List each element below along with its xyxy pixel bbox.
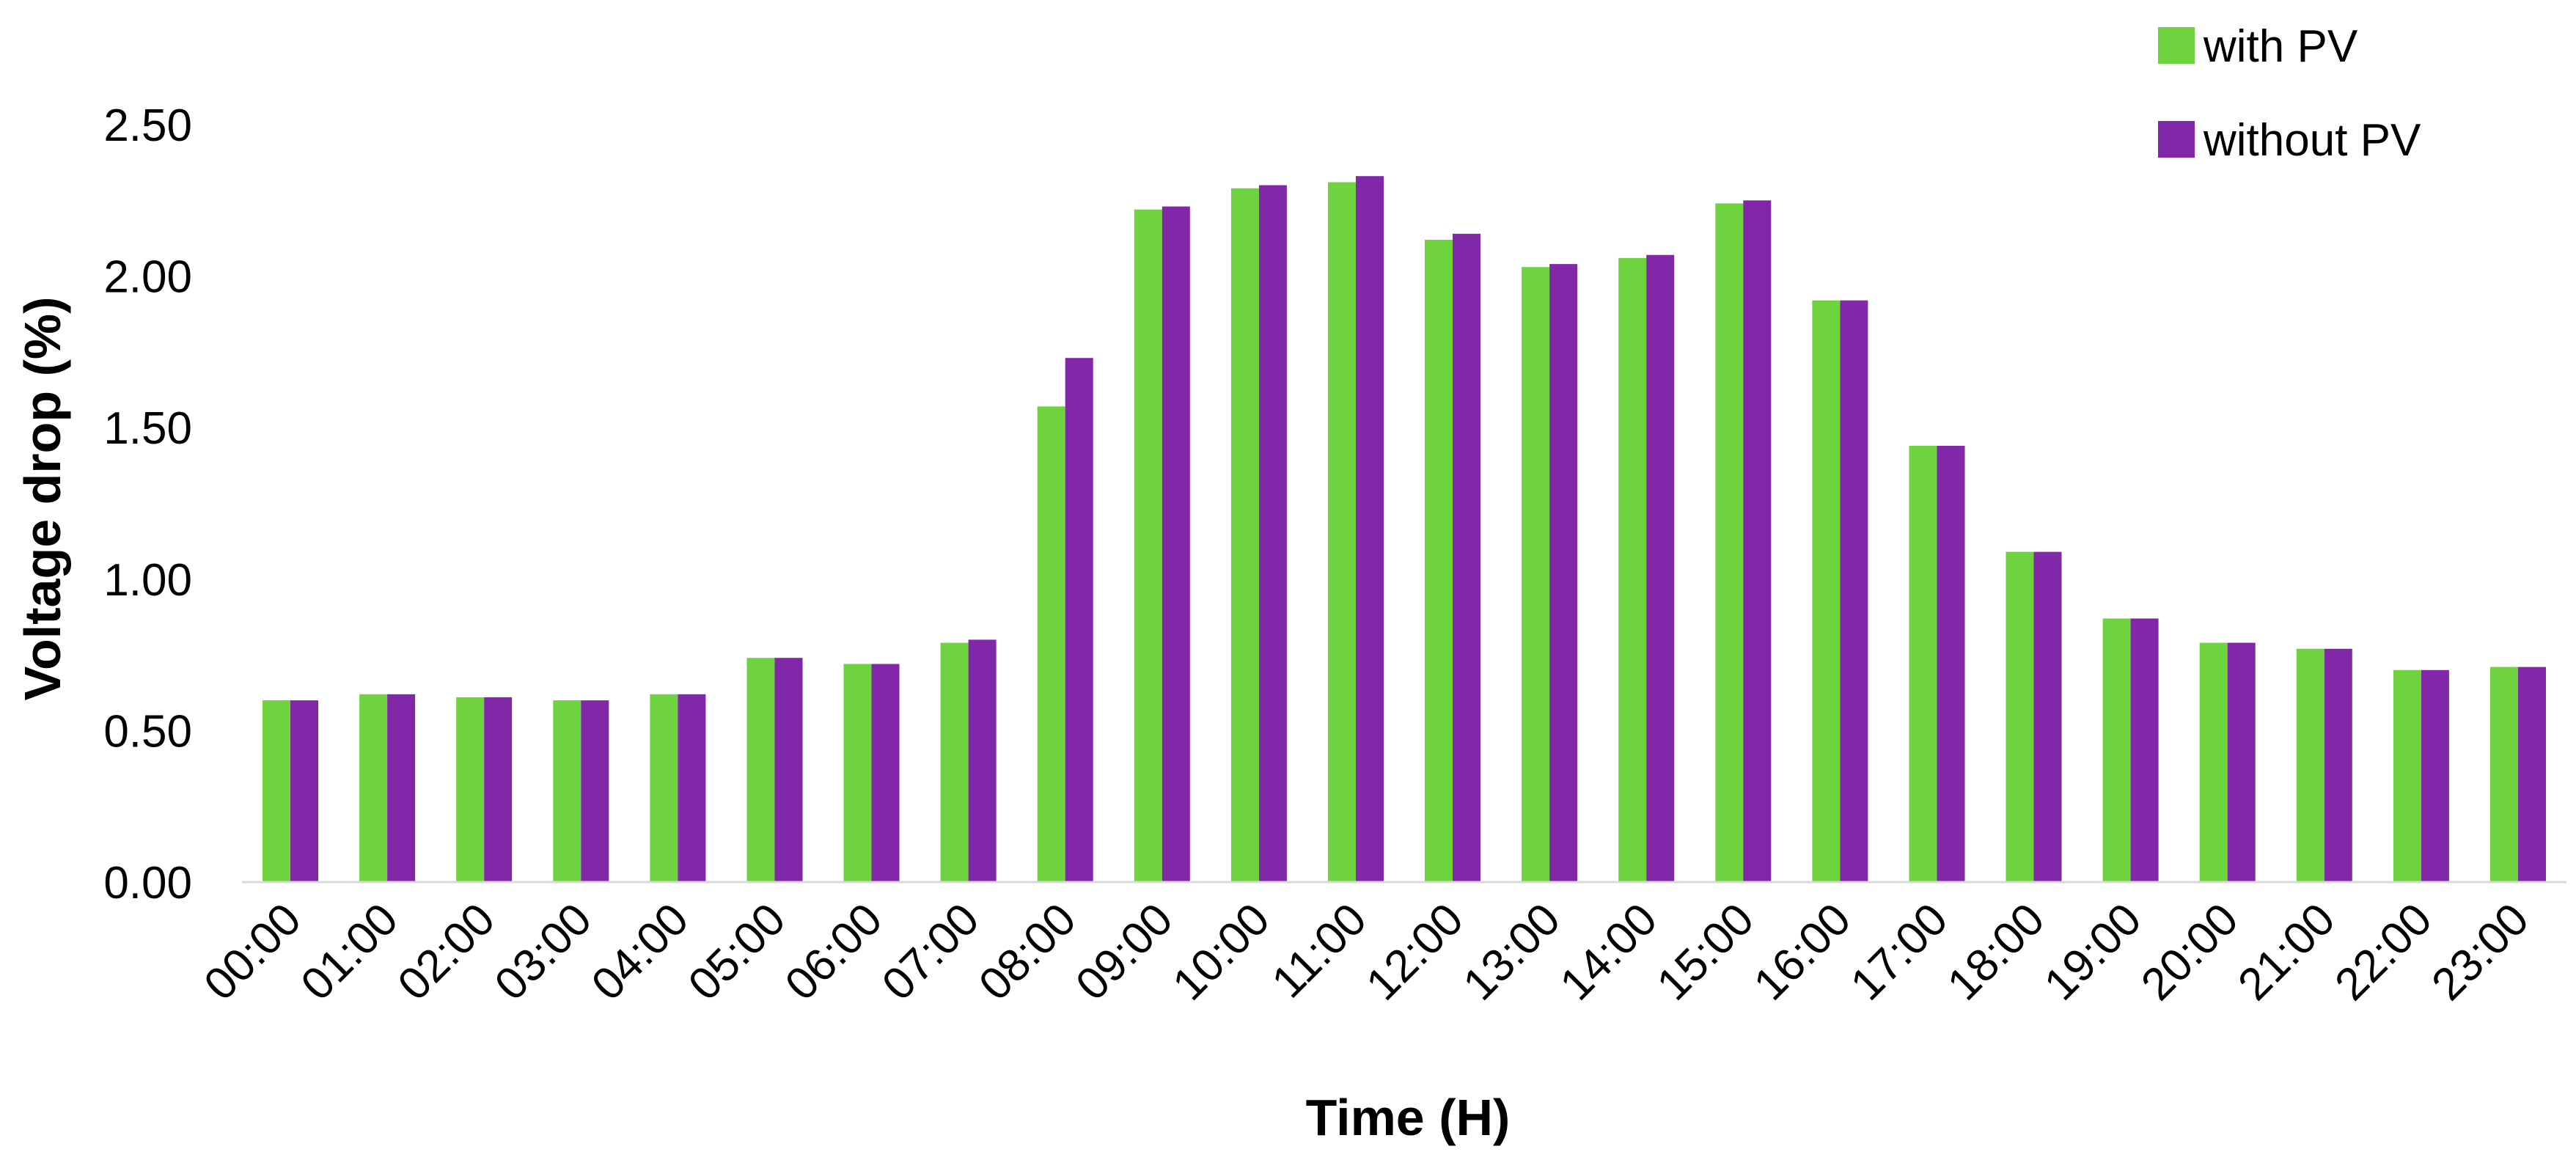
- bar-with-pv-1200: [1425, 240, 1453, 882]
- x-tick-label: 20:00: [2132, 894, 2248, 1010]
- x-tick-label: 12:00: [1357, 894, 1473, 1010]
- x-tick-label: 17:00: [1841, 894, 1958, 1010]
- bars-group: [263, 176, 2546, 883]
- x-tick-label: 03:00: [485, 894, 602, 1010]
- bar-with-pv-0200: [456, 697, 485, 882]
- bar-with-pv-0500: [746, 658, 775, 882]
- bar-without-pv-0600: [871, 664, 900, 882]
- bar-without-pv-0200: [484, 697, 513, 882]
- x-tick-label: 23:00: [2422, 894, 2539, 1010]
- bar-with-pv-2100: [2296, 648, 2324, 882]
- x-tick-label: 07:00: [873, 894, 989, 1010]
- legend-swatch-with-pv: [2158, 27, 2195, 64]
- bar-without-pv-0100: [387, 694, 416, 882]
- x-tick-label: 06:00: [776, 894, 892, 1010]
- x-tick-label: 16:00: [1744, 894, 1861, 1010]
- x-tick-label: 18:00: [1938, 894, 2055, 1010]
- bar-with-pv-1700: [1909, 446, 1937, 882]
- y-tick-label: 1.00: [103, 555, 192, 606]
- bar-with-pv-2200: [2393, 669, 2421, 882]
- x-tick-label: 02:00: [389, 894, 505, 1010]
- y-tick-label: 0.00: [103, 858, 192, 908]
- bar-with-pv-0600: [843, 664, 872, 882]
- x-tick-label: 11:00: [1263, 894, 1376, 1007]
- y-tick-label: 2.00: [103, 252, 192, 303]
- bar-with-pv-1800: [2006, 551, 2034, 882]
- x-tick-label: 01:00: [291, 894, 408, 1010]
- bar-without-pv-0900: [1162, 206, 1190, 883]
- bar-without-pv-2300: [2518, 667, 2546, 882]
- x-tick-label: 22:00: [2325, 894, 2442, 1010]
- bar-with-pv-0700: [940, 642, 969, 882]
- bar-with-pv-0300: [553, 700, 581, 882]
- bar-with-pv-1900: [2102, 618, 2131, 882]
- x-tick-label: 08:00: [969, 894, 1086, 1010]
- x-axis-title: Time (H): [1306, 1089, 1511, 1146]
- bar-with-pv-1300: [1522, 267, 1550, 882]
- bar-without-pv-2000: [2227, 642, 2256, 882]
- bar-without-pv-1800: [2033, 551, 2062, 882]
- bar-with-pv-0400: [650, 694, 678, 882]
- legend-label-with-pv: with PV: [2203, 21, 2358, 72]
- bar-with-pv-1600: [1812, 300, 1841, 882]
- bar-without-pv-2200: [2421, 669, 2449, 882]
- y-axis-ticks: 0.00 0.50 1.00 1.50 2.00 2.50: [103, 100, 192, 908]
- bar-without-pv-0000: [290, 700, 318, 882]
- x-axis-ticks: 00:0001:0002:0003:0004:0005:0006:0007:00…: [194, 894, 2539, 1010]
- y-tick-label: 0.50: [103, 706, 192, 757]
- legend-swatch-without-pv: [2158, 121, 2195, 158]
- bar-with-pv-0900: [1134, 209, 1162, 882]
- y-tick-label: 2.50: [103, 100, 192, 151]
- bar-without-pv-0500: [774, 658, 803, 882]
- x-tick-label: 13:00: [1453, 894, 1570, 1010]
- plot-area: [242, 176, 2566, 884]
- x-tick-label: 19:00: [2035, 894, 2151, 1010]
- bar-without-pv-1200: [1453, 233, 1480, 882]
- bar-without-pv-1000: [1258, 185, 1287, 883]
- bar-with-pv-0800: [1037, 406, 1065, 882]
- x-tick-label: 14:00: [1551, 894, 1667, 1010]
- y-tick-label: 1.50: [103, 403, 192, 454]
- y-axis-title: Voltage drop (%): [14, 297, 71, 701]
- x-tick-label: 21:00: [2228, 894, 2345, 1010]
- x-tick-label: 15:00: [1648, 894, 1764, 1010]
- bar-with-pv-2300: [2490, 667, 2518, 882]
- bar-without-pv-2100: [2324, 648, 2352, 882]
- bar-without-pv-1300: [1549, 264, 1578, 883]
- legend-label-without-pv: without PV: [2203, 115, 2421, 166]
- bar-without-pv-1400: [1646, 254, 1675, 882]
- bar-without-pv-1700: [1937, 446, 1965, 882]
- x-tick-label: 00:00: [194, 894, 311, 1010]
- x-tick-label: 04:00: [582, 894, 699, 1010]
- bar-without-pv-0300: [581, 700, 609, 882]
- x-tick-label: 10:00: [1163, 894, 1280, 1010]
- bar-with-pv-1400: [1618, 257, 1647, 882]
- bar-without-pv-0400: [678, 694, 706, 882]
- bar-without-pv-0800: [1065, 358, 1093, 882]
- bar-with-pv-0100: [359, 694, 388, 882]
- bar-without-pv-1900: [2130, 618, 2159, 882]
- bar-without-pv-1500: [1743, 200, 1772, 882]
- bar-with-pv-1500: [1715, 203, 1744, 882]
- bar-with-pv-0000: [263, 700, 290, 882]
- bar-without-pv-0700: [968, 639, 997, 882]
- bar-without-pv-1100: [1356, 176, 1384, 882]
- bar-with-pv-2000: [2199, 642, 2228, 882]
- legend: with PV without PV: [2158, 21, 2421, 166]
- bar-with-pv-1100: [1328, 182, 1356, 882]
- bar-with-pv-1000: [1230, 188, 1259, 882]
- bar-without-pv-1600: [1840, 300, 1868, 882]
- x-tick-label: 09:00: [1066, 894, 1183, 1010]
- x-tick-label: 05:00: [679, 894, 796, 1010]
